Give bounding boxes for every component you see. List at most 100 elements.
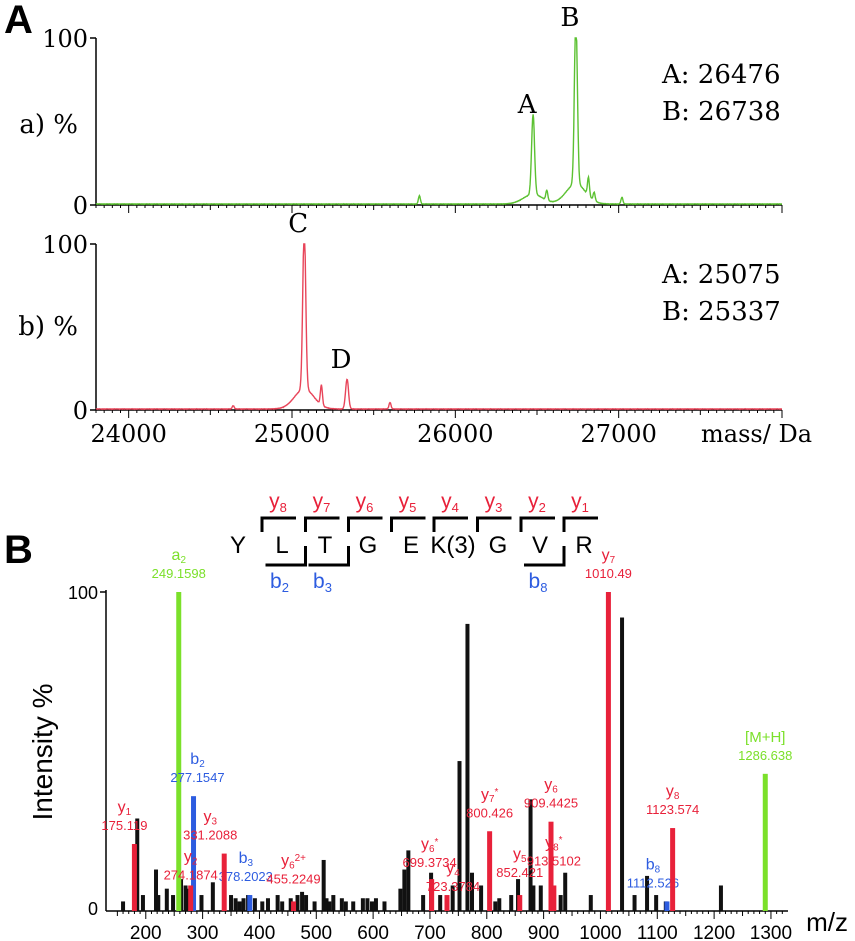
x-tick-label: 25000 <box>254 420 330 448</box>
peak-ion-label-2-sub: 3 <box>247 858 253 869</box>
peak-bar-other <box>121 901 126 911</box>
peak-ion-label-1: b2 <box>190 751 205 770</box>
peak-ion-label-3-sub: 8 <box>655 864 661 875</box>
x-tick-label: 600 <box>357 923 389 941</box>
peak-bar-other <box>280 901 285 911</box>
y-tick-label-0: 0 <box>88 899 98 919</box>
y-ion-label-2: y6 <box>356 490 374 515</box>
peak-ion-label-0-main: a <box>172 547 181 564</box>
peak-bar-other <box>457 761 462 911</box>
b-ion-label-2-sub: 8 <box>540 580 547 595</box>
peak-mz-label-4: 175.119 <box>101 818 147 833</box>
peak-bar-other <box>275 895 280 911</box>
peak-bar-other <box>645 875 650 911</box>
peak-bar-other <box>509 895 514 911</box>
peak-ion-label-12-sub: 6 <box>552 785 558 796</box>
b-ion-label-2-main: b <box>529 570 541 593</box>
peak-ion-label-14: y7 <box>602 547 616 566</box>
y-ion-label-0-sub: 8 <box>280 500 287 515</box>
peak-ion-label-8-sup: * <box>434 837 438 848</box>
peak-bar-b <box>664 901 670 911</box>
peak-bar-other <box>373 898 378 911</box>
peak-ion-label-10: y7* <box>481 786 499 805</box>
x-tick-label: 27000 <box>580 420 656 448</box>
peak-bar-y <box>221 853 227 911</box>
peak-ion-label-11-sub: 5 <box>521 854 527 865</box>
panel-label-b: B <box>4 528 33 572</box>
y-ion-label-1-main: y <box>313 490 324 513</box>
peak-ion-label-10-main: y <box>481 786 489 803</box>
x-tick-label: 700 <box>414 923 446 941</box>
residue-4: E <box>403 532 419 559</box>
peak-ion-label-5-sub: 2 <box>192 856 198 867</box>
residue-1: L <box>275 532 288 559</box>
y-ion-label-2-main: y <box>356 490 367 513</box>
peak-bar-other <box>331 895 336 911</box>
peak-mz-label-11: 852.421 <box>496 865 543 880</box>
peak-bar-other <box>321 859 326 911</box>
peak-bar-other <box>288 898 293 911</box>
b-ion-label-1-sub: 3 <box>325 580 332 595</box>
b-ion-label-0: b2 <box>270 570 289 595</box>
spectrum-line <box>95 243 782 411</box>
peak-bar-other <box>531 885 536 911</box>
y-ion-bracket <box>519 516 555 532</box>
b-ion-label-1: b3 <box>313 570 332 595</box>
x-tick-label: 900 <box>528 923 560 941</box>
peak-ion-label-1-sub: 2 <box>199 759 205 770</box>
mass-annotation: B: 25337 <box>662 297 781 327</box>
peak-bar-other <box>343 901 348 911</box>
residue-0: Y <box>230 532 246 559</box>
peak-mz-label-1: 277.1547 <box>170 770 224 785</box>
y-ion-label-0-main: y <box>269 490 280 513</box>
peak-bar-other <box>654 895 659 911</box>
peak-bar-y <box>517 895 523 911</box>
y-tick-label-100: 100 <box>68 583 98 603</box>
x-axis-label: m/z <box>806 907 848 937</box>
peak-bar-other <box>252 898 257 911</box>
x-tick-label: 1300 <box>750 923 792 941</box>
y-ion-label-5-main: y <box>485 490 496 513</box>
peak-bar-other <box>365 898 370 911</box>
b-ion-label-1-main: b <box>313 570 325 593</box>
peak-bar-other <box>300 891 305 911</box>
y-ion-label-4-sub: 4 <box>452 500 459 515</box>
peak-ion-label-10-sub: 7 <box>489 794 495 805</box>
peak-ion-label-6: y3 <box>203 809 217 828</box>
peak-ion-label-15: y8 <box>666 783 680 802</box>
peak-bar-other <box>382 901 387 911</box>
peak-bar-other <box>327 901 332 911</box>
peak-bar-other <box>632 895 637 911</box>
peak-bar-y <box>188 885 194 911</box>
peak-ion-label-13-sub: 8 <box>553 842 559 853</box>
peak-bar-other <box>588 895 593 911</box>
y-ion-bracket <box>260 516 296 532</box>
peak-bar-other <box>171 895 176 911</box>
peak-ion-label-15-sub: 8 <box>674 791 680 802</box>
peak-bar-other <box>718 885 723 911</box>
peak-mz-label-9: 723.3784 <box>426 879 480 894</box>
peak-ion-label-7: y62+ <box>281 852 306 871</box>
peak-ion-label-13-sup: * <box>559 835 563 846</box>
peak-ion-label-8: y6* <box>421 836 439 855</box>
peak-ion-label-6-main: y <box>203 809 211 826</box>
peak-ion-label-14-sub: 7 <box>610 555 616 566</box>
peak-ion-label-12: y6 <box>544 777 558 796</box>
peak-bar-other <box>140 895 145 911</box>
y-tick-label-0: 0 <box>73 397 88 425</box>
y-ion-bracket <box>390 516 426 532</box>
peak-bar-other <box>312 901 317 911</box>
peak-ion-label-7-sup: 2+ <box>295 853 307 864</box>
peak-bar-y <box>429 879 435 911</box>
peak-mz-label-13: 913.5102 <box>527 853 581 868</box>
residue-7: V <box>532 532 548 559</box>
peak-bar-other <box>339 898 344 911</box>
residue-6: G <box>489 532 508 559</box>
peak-bar-other <box>620 617 625 911</box>
peak-bar-other <box>438 895 443 911</box>
residue-3: G <box>359 532 378 559</box>
peak-bar-b <box>191 796 197 911</box>
y-ion-label-7: y1 <box>571 490 589 515</box>
peak-ion-label-10-sup: * <box>494 787 498 798</box>
